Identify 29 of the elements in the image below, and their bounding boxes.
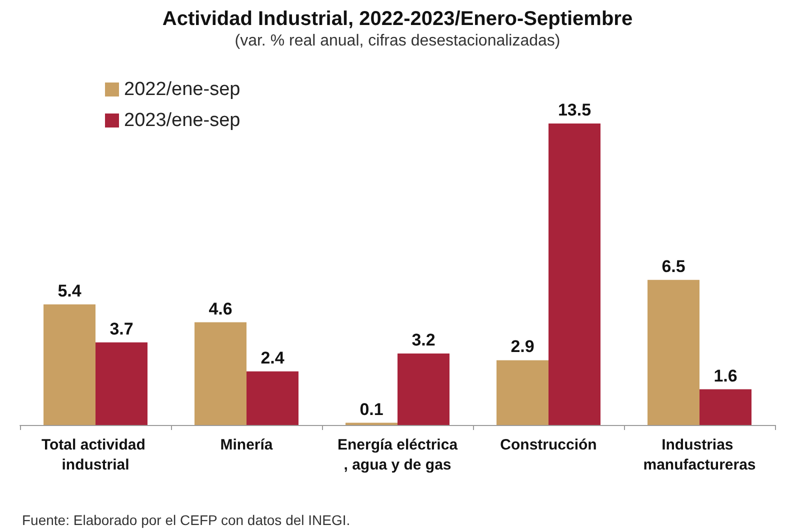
- x-tick-label: Industrias manufactureras: [643, 436, 756, 474]
- data-label: 13.5: [558, 100, 592, 120]
- legend-label: 2023/ene-sep: [124, 110, 240, 131]
- bar: [398, 354, 450, 425]
- bar: [44, 304, 96, 425]
- bar: [246, 371, 298, 425]
- data-label: 2.9: [510, 337, 534, 356]
- bar: [496, 360, 548, 425]
- bar: [96, 342, 148, 425]
- x-tick-label: Construcción: [500, 436, 597, 454]
- x-tick-label: Minería: [220, 436, 274, 454]
- data-label: 0.1: [360, 400, 384, 419]
- data-label: 1.6: [714, 366, 738, 386]
- source-note: Fuente: Elaborado por el CEFP con datos del INEGI.: [22, 512, 350, 528]
- bar: [700, 389, 752, 425]
- x-tick-label: Energía eléctrica, agua y de gas: [337, 436, 458, 474]
- bar: [194, 322, 246, 425]
- chart-subtitle: (var. % real anual, cifras desestacionalizadas): [234, 32, 560, 50]
- data-label: 2.4: [260, 348, 285, 368]
- data-label: 4.6: [208, 299, 232, 318]
- chart-title: Actividad Industrial, 2022-2023/Enero-Septiembre: [162, 8, 633, 30]
- data-label: 3.2: [412, 330, 436, 350]
- legend-label: 2022/ene-sep: [124, 79, 240, 100]
- x-tick-label: Total actividad industrial: [41, 436, 150, 474]
- bar: [548, 124, 600, 425]
- bar: [648, 280, 700, 425]
- data-label: 6.5: [662, 256, 686, 276]
- data-label: 5.4: [58, 281, 82, 300]
- data-label: 3.7: [110, 319, 134, 338]
